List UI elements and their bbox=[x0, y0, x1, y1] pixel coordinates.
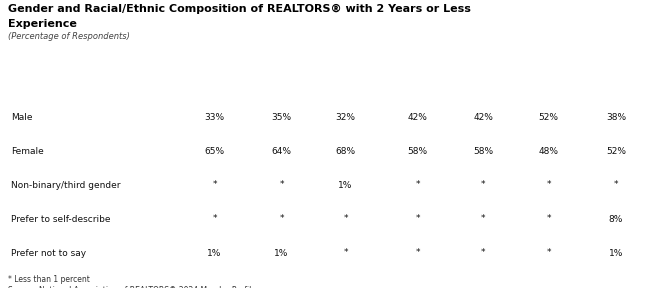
Text: *: * bbox=[279, 181, 284, 190]
Text: 58%: 58% bbox=[473, 147, 493, 156]
Text: *: * bbox=[481, 215, 485, 223]
Text: *: * bbox=[614, 181, 618, 190]
Text: 68%: 68% bbox=[335, 147, 355, 156]
Text: (Percentage of Respondents): (Percentage of Respondents) bbox=[8, 32, 130, 41]
Text: 1%: 1% bbox=[609, 249, 623, 257]
Text: OTHER: OTHER bbox=[603, 69, 629, 75]
Text: *: * bbox=[213, 215, 216, 223]
Text: 64%: 64% bbox=[271, 147, 291, 156]
Text: 1%: 1% bbox=[207, 249, 222, 257]
Text: 32%: 32% bbox=[336, 113, 355, 122]
Text: 8%: 8% bbox=[609, 215, 623, 223]
Text: *: * bbox=[415, 215, 420, 223]
Text: ALL
REALTORS
with 2 Years
or Less
Experience: ALL REALTORS with 2 Years or Less Experi… bbox=[192, 56, 237, 89]
Text: ASIAN: ASIAN bbox=[471, 69, 495, 75]
Text: 65%: 65% bbox=[205, 147, 224, 156]
Text: 35%: 35% bbox=[271, 113, 291, 122]
Text: 1%: 1% bbox=[274, 249, 289, 257]
Text: 42%: 42% bbox=[408, 113, 428, 122]
Text: *: * bbox=[343, 215, 348, 223]
Text: Prefer to self-describe: Prefer to self-describe bbox=[11, 215, 110, 223]
Text: HISPANIC/
LATINO: HISPANIC/ LATINO bbox=[327, 66, 364, 79]
Text: *: * bbox=[481, 249, 485, 257]
Text: 48%: 48% bbox=[539, 147, 559, 156]
Text: Source: National Association of REALTORS® 2024 MemberProfile: Source: National Association of REALTORS… bbox=[8, 286, 256, 288]
Text: AMERICAN
INDIAN/
ESKIMO/
ALEUT: AMERICAN INDIAN/ ESKIMO/ ALEUT bbox=[529, 59, 569, 86]
Text: * Less than 1 percent: * Less than 1 percent bbox=[8, 275, 90, 284]
Text: Male: Male bbox=[11, 113, 33, 122]
Text: *: * bbox=[481, 181, 485, 190]
Text: 52%: 52% bbox=[539, 113, 559, 122]
Text: Female: Female bbox=[11, 147, 44, 156]
Text: 58%: 58% bbox=[408, 147, 428, 156]
Text: *: * bbox=[415, 249, 420, 257]
Text: *: * bbox=[546, 215, 551, 223]
Text: BLACK/
AFRICAN
AMERIAN: BLACK/ AFRICAN AMERIAN bbox=[400, 63, 435, 82]
Text: *: * bbox=[343, 249, 348, 257]
Text: *: * bbox=[279, 215, 284, 223]
Text: Gender and Racial/Ethnic Composition of REALTORS® with 2 Years or Less: Gender and Racial/Ethnic Composition of … bbox=[8, 4, 471, 14]
Text: Prefer not to say: Prefer not to say bbox=[11, 249, 86, 257]
Text: WHITE: WHITE bbox=[269, 69, 294, 75]
Text: 42%: 42% bbox=[473, 113, 493, 122]
Text: Non-binary/third gender: Non-binary/third gender bbox=[11, 181, 121, 190]
Text: 38%: 38% bbox=[606, 113, 626, 122]
Text: *: * bbox=[415, 181, 420, 190]
Text: 1%: 1% bbox=[338, 181, 353, 190]
Text: *: * bbox=[213, 181, 216, 190]
Text: 33%: 33% bbox=[205, 113, 224, 122]
Text: *: * bbox=[546, 249, 551, 257]
Text: Experience: Experience bbox=[8, 19, 77, 29]
Text: *: * bbox=[546, 181, 551, 190]
Text: 52%: 52% bbox=[606, 147, 626, 156]
